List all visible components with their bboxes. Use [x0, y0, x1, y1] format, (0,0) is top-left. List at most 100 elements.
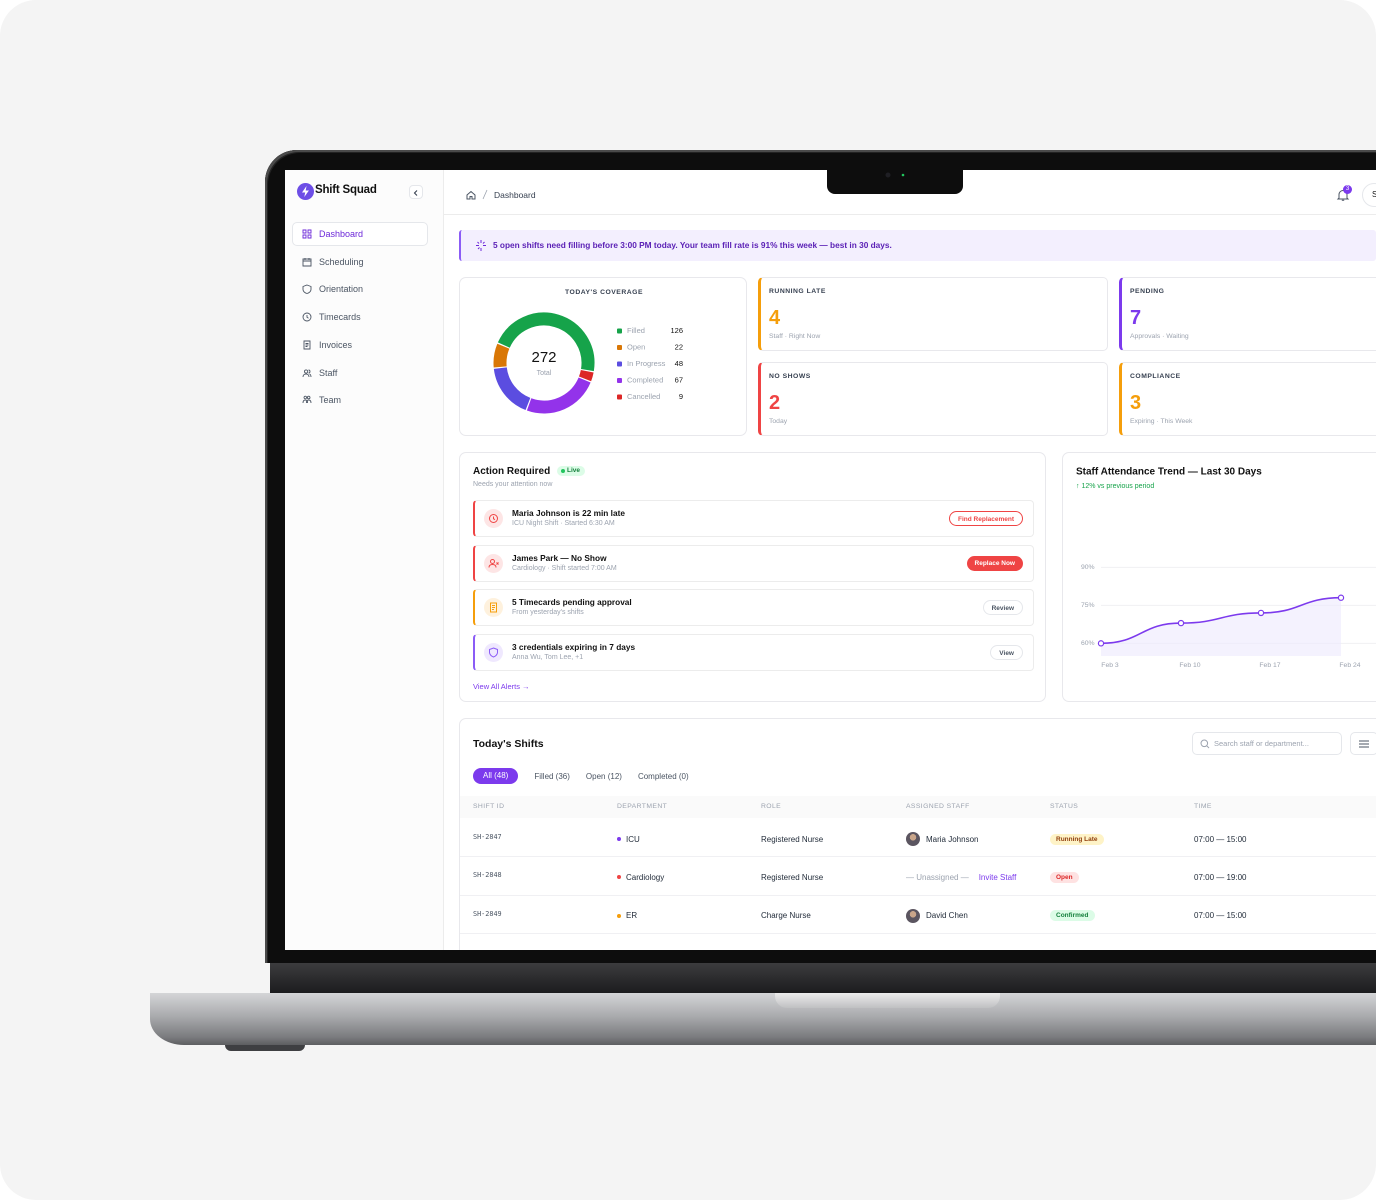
stat-note: Staff · Right Now: [769, 333, 821, 340]
stat-card: NO SHOWS 2 Today: [758, 362, 1108, 436]
legend-label: Cancelled: [627, 392, 660, 401]
nav-item[interactable]: Invoices: [292, 333, 428, 357]
search-placeholder: Search staff or department...: [1214, 739, 1309, 748]
stat-label: NO SHOWS: [769, 373, 811, 380]
donut-chart: TODAY'S COVERAGE 272 Total Filled 126 Open…: [493, 289, 683, 414]
nav-item[interactable]: Dashboard: [292, 222, 428, 246]
department-dot: [617, 913, 621, 918]
chart-subtitle: ↑ 12% vs previous period: [1076, 483, 1154, 490]
alert-button[interactable]: Find Replacement: [949, 511, 1023, 526]
data-point: [1257, 609, 1265, 617]
nav-item[interactable]: Staff: [292, 361, 428, 385]
nav-item[interactable]: Scheduling: [292, 250, 428, 274]
stat-label: COMPLIANCE: [1130, 373, 1181, 380]
collapse-button[interactable]: [409, 185, 423, 199]
shifts-card: Today's Shifts Search staff or departmen…: [459, 718, 1376, 950]
row-divider: [460, 932, 1376, 934]
legend-swatch: [617, 378, 622, 383]
icon-shape: [302, 257, 312, 267]
x-tick-label: Feb 3: [1101, 662, 1119, 669]
alert-title: 5 Timecards pending approval: [512, 597, 632, 607]
time: 07:00 — 19:00: [1194, 872, 1247, 882]
search-icon: [1200, 739, 1210, 749]
nav-label: Staff: [319, 367, 338, 378]
alert-detail: Cardiology · Shift started 7:00 AM: [512, 564, 617, 572]
breadcrumb: Dashboard: [494, 190, 536, 200]
nav-icon: [302, 312, 312, 322]
alert-button[interactable]: Review: [982, 600, 1023, 615]
chart-title: Staff Attendance Trend — Last 30 Days: [1076, 467, 1262, 478]
alert-icon: [484, 598, 503, 617]
donut-segment: [493, 343, 510, 368]
nav-item[interactable]: Team: [292, 388, 428, 412]
tab[interactable]: Filled (36): [534, 771, 570, 781]
banner: 5 open shifts need filling before 3:00 P…: [459, 230, 1376, 261]
staff-name: David Chen: [926, 911, 968, 921]
filter-button[interactable]: [1350, 732, 1376, 755]
icon-shape: [488, 558, 499, 568]
stat-note: Expiring · This Week: [1130, 418, 1193, 425]
nav-icon: [302, 369, 312, 377]
nav-label: Invoices: [319, 339, 353, 350]
laptop-hinge: [270, 963, 1376, 993]
department: ICU: [617, 832, 640, 846]
assigned-staff: Maria Johnson: [906, 832, 978, 846]
icon-shape: [302, 312, 312, 322]
filter-icon: [1359, 740, 1369, 748]
avatar[interactable]: S: [1362, 183, 1376, 207]
legend-value: 67: [675, 375, 683, 384]
legend-label: In Progress: [627, 359, 666, 368]
view-all-link[interactable]: View All Alerts →: [473, 682, 530, 691]
icon-shape: [302, 229, 312, 239]
department-dot: [617, 875, 621, 880]
area-fill: [1101, 597, 1341, 656]
sparkle-icon: [476, 240, 486, 251]
tab[interactable]: All (48): [473, 768, 519, 784]
tab[interactable]: Completed (0): [637, 771, 689, 781]
shift-id: SH-2847: [473, 833, 502, 841]
column-header: STATUS: [1050, 803, 1079, 810]
chevron: [413, 190, 418, 196]
alert-button[interactable]: Replace Now: [966, 555, 1023, 571]
chart-title: TODAY'S COVERAGE: [565, 289, 643, 296]
status: Running Late: [1050, 832, 1104, 846]
search-box[interactable]: Search staff or department...: [1192, 732, 1342, 755]
status: Confirmed: [1050, 909, 1095, 923]
tab[interactable]: Open (12): [585, 771, 622, 781]
nav-label: Scheduling: [319, 256, 364, 267]
nav-icon: [302, 257, 312, 267]
alert-button[interactable]: View: [990, 644, 1023, 660]
nav-item[interactable]: Timecards: [292, 305, 428, 329]
nav-item[interactable]: Orientation: [292, 277, 428, 301]
department: ER: [617, 909, 637, 923]
legend-label: Open: [627, 342, 645, 351]
icon-bg: [484, 642, 503, 662]
icon-shape: [302, 396, 312, 404]
alert-item: 3 credentials expiring in 7 days Anna Wu,…: [473, 633, 1034, 671]
invite-link[interactable]: Invite Staff: [978, 872, 1017, 882]
legend-swatch: [617, 361, 622, 367]
home-icon[interactable]: [466, 190, 476, 200]
screen: Shift Squad Dashboard Scheduling Orientati…: [285, 170, 1376, 950]
legend-label: Filled: [627, 326, 645, 335]
nav-label: Timecards: [319, 312, 361, 323]
column-header: DEPARTMENT: [617, 803, 668, 810]
alert-title: 3 credentials expiring in 7 days: [512, 641, 636, 652]
banner-text: 5 open shifts need filling before 3:00 P…: [493, 240, 892, 250]
department-name: Cardiology: [626, 872, 665, 882]
attendance-card: Staff Attendance Trend — Last 30 Days ↑ …: [1062, 452, 1376, 702]
tabs: All (48) Filled (36) Open (12) Completed (0…: [473, 768, 689, 784]
staff-avatar: [906, 832, 920, 846]
row-divider: [460, 856, 1376, 858]
stat-card: COMPLIANCE 3 Expiring · This Week: [1119, 362, 1376, 436]
stat-note: Today: [769, 418, 788, 425]
status-pill: Confirmed: [1050, 910, 1095, 922]
legend-swatch: [617, 394, 622, 400]
donut-total-label: Total: [537, 370, 552, 377]
nav-label: Team: [319, 395, 342, 406]
stat-value: 2: [769, 392, 781, 414]
time: 07:00 — 15:00: [1194, 911, 1247, 921]
legend-value: 48: [675, 359, 683, 368]
donut-segment: [526, 377, 591, 414]
